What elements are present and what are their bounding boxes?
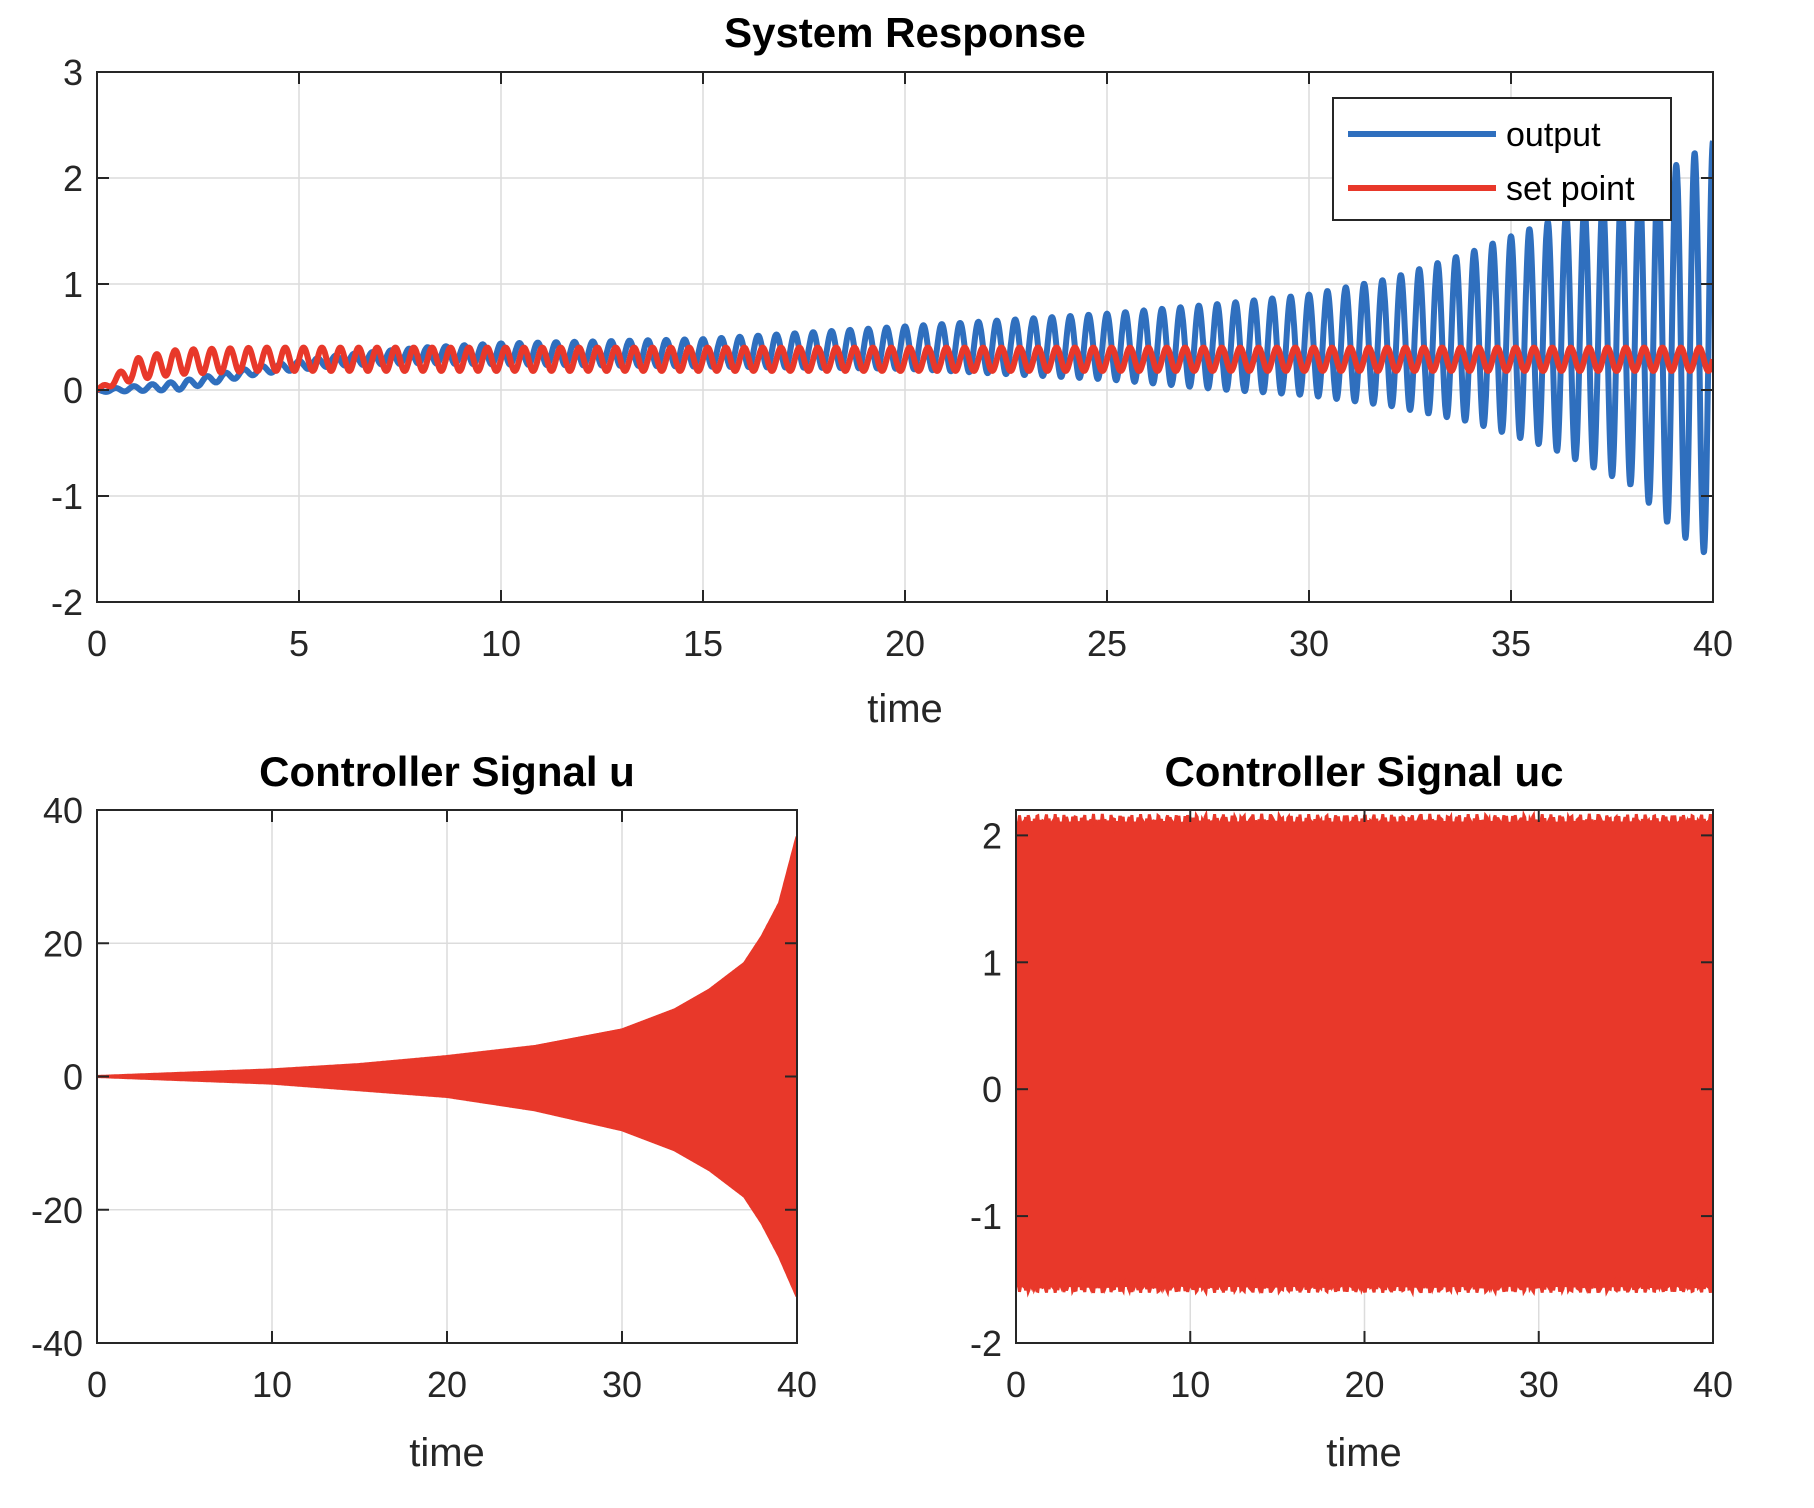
- ticks: 0 5 10 15 20 25 30 35 40 -2 -1 0 1 2 3: [51, 52, 1733, 664]
- controller-signal-u-axes: 0 10 20 30 40 -40 -20 0 20 40 Controller Signal u…: [31, 748, 817, 1475]
- x-tick-label: 30: [1519, 1364, 1559, 1405]
- controller-signal-uc-axes: 0 10 20 30 40 -2 -1 0 1 2 Controller Signal uc ti…: [970, 748, 1733, 1475]
- x-tick-label: 0: [1006, 1364, 1026, 1405]
- y-tick-label: -1: [970, 1196, 1002, 1237]
- y-tick-label: 0: [982, 1069, 1002, 1110]
- ticks: 0 10 20 30 40 -40 -20 0 20 40: [31, 790, 817, 1405]
- x-tick-label: 10: [481, 623, 521, 664]
- x-tick-label: 40: [777, 1364, 817, 1405]
- x-tick-label: 40: [1693, 1364, 1733, 1405]
- x-tick-label: 30: [602, 1364, 642, 1405]
- series-signal-band: [97, 836, 797, 1298]
- y-tick-label: -2: [970, 1323, 1002, 1364]
- x-tick-label: 5: [289, 623, 309, 664]
- y-tick-label: -2: [51, 582, 83, 623]
- y-tick-label: 0: [63, 1057, 83, 1098]
- y-tick-label: 2: [982, 815, 1002, 856]
- y-tick-label: 40: [43, 790, 83, 831]
- y-tick-label: 1: [63, 264, 83, 305]
- y-tick-label: 2: [63, 158, 83, 199]
- x-tick-label: 30: [1289, 623, 1329, 664]
- x-tick-label: 20: [885, 623, 925, 664]
- y-tick-label: -20: [31, 1190, 83, 1231]
- legend-label-output: output: [1506, 116, 1601, 154]
- x-tick-label: 25: [1087, 623, 1127, 664]
- data-layer: [97, 140, 1713, 556]
- y-tick-label: 3: [63, 52, 83, 93]
- series-set-point-line: [97, 344, 1713, 393]
- x-axis-label: time: [409, 1431, 485, 1475]
- y-tick-label: 0: [63, 370, 83, 411]
- x-tick-label: 0: [87, 623, 107, 664]
- chart-title: Controller Signal u: [259, 748, 635, 795]
- x-tick-label: 20: [1344, 1364, 1384, 1405]
- y-tick-label: 1: [982, 942, 1002, 983]
- x-tick-label: 0: [87, 1364, 107, 1405]
- chart-title: System Response: [724, 9, 1086, 56]
- x-tick-label: 10: [1170, 1364, 1210, 1405]
- data-layer: [1016, 810, 1713, 1298]
- x-tick-label: 10: [252, 1364, 292, 1405]
- x-tick-label: 35: [1491, 623, 1531, 664]
- x-tick-label: 40: [1693, 623, 1733, 664]
- legend-label-set-point: set point: [1506, 170, 1635, 208]
- x-tick-label: 15: [683, 623, 723, 664]
- x-tick-label: 20: [427, 1364, 467, 1405]
- series-signal-band: [1016, 810, 1713, 1298]
- y-tick-label: -40: [31, 1323, 83, 1364]
- ticks: 0 10 20 30 40 -2 -1 0 1 2: [970, 810, 1733, 1405]
- y-tick-label: 20: [43, 923, 83, 964]
- data-layer: [97, 836, 797, 1298]
- x-axis-label: time: [867, 687, 943, 731]
- legend-box: [1332, 97, 1672, 221]
- x-axis-label: time: [1326, 1431, 1402, 1475]
- chart-title: Controller Signal uc: [1164, 748, 1563, 795]
- system-response-axes: 0 5 10 15 20 25 30 35 40 -2 -1 0 1 2 3 System Response…: [51, 9, 1733, 731]
- legend: output set point: [1332, 97, 1672, 221]
- y-tick-label: -1: [51, 476, 83, 517]
